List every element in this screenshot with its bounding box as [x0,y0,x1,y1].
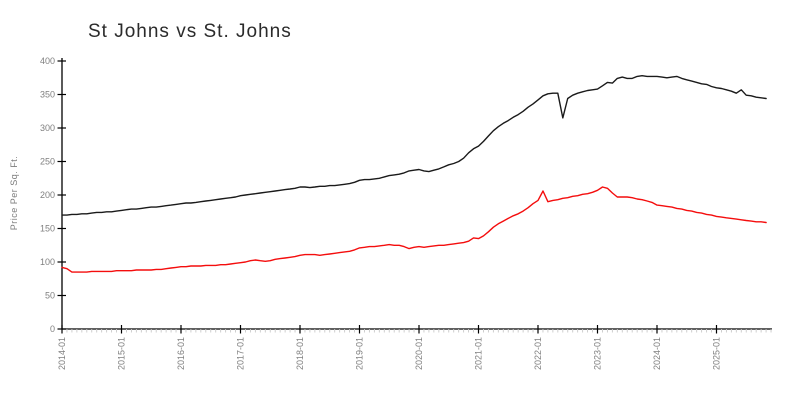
x-tick-label: 2023-01 [593,337,603,370]
y-tick-label: 200 [40,190,55,200]
chart-title: St Johns vs St. Johns [88,21,292,42]
x-tick-label: 2025-01 [712,337,722,370]
x-tick-label: 2024-01 [652,337,662,370]
x-tick-label: 2016-01 [176,337,186,370]
series-line-2 [61,186,767,273]
y-tick-label: 0 [50,324,55,334]
x-tick-label: 2022-01 [533,337,543,370]
x-tick-label: 2020-01 [414,337,424,370]
y-tick-label: 400 [40,56,55,66]
x-tick-label: 2019-01 [355,337,365,370]
x-tick-label: 2015-01 [117,337,127,370]
x-tick-label: 2021-01 [474,337,484,370]
y-tick-label: 300 [40,123,55,133]
series-line-1 [61,74,767,216]
y-tick-label: 100 [40,257,55,267]
y-tick-label: 250 [40,157,55,167]
y-tick-label: 50 [45,291,55,301]
x-tick-label: 2014-01 [57,337,67,370]
x-tick-label: 2018-01 [295,337,305,370]
x-tick-label: 2017-01 [236,337,246,370]
y-tick-label: 150 [40,224,55,234]
y-axis-label: Price Per Sq. Ft. [9,155,19,231]
y-tick-label: 350 [40,90,55,100]
